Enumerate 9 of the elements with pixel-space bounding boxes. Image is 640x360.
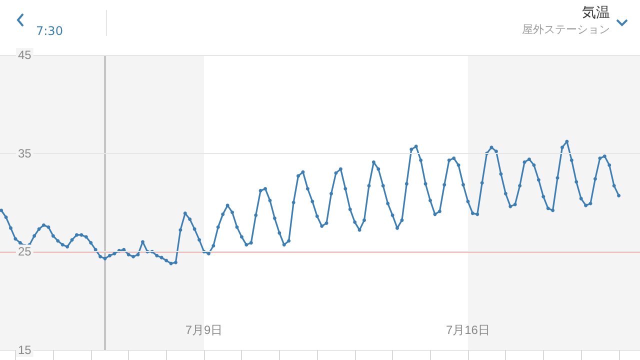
y-tick-label: 35 (18, 146, 32, 160)
y-tick-label: 25 (18, 244, 32, 259)
text: 7:30 (36, 24, 63, 38)
chart-subtitle: 屋外ステーション (522, 22, 610, 37)
y-tick-label: 45 (18, 48, 32, 62)
x-tick-label: 7月9日 (185, 323, 223, 337)
y-tick-label: 15 (18, 343, 32, 357)
x-tick-label: 7月16日 (446, 323, 490, 337)
chart-title: 気温 (582, 4, 610, 22)
